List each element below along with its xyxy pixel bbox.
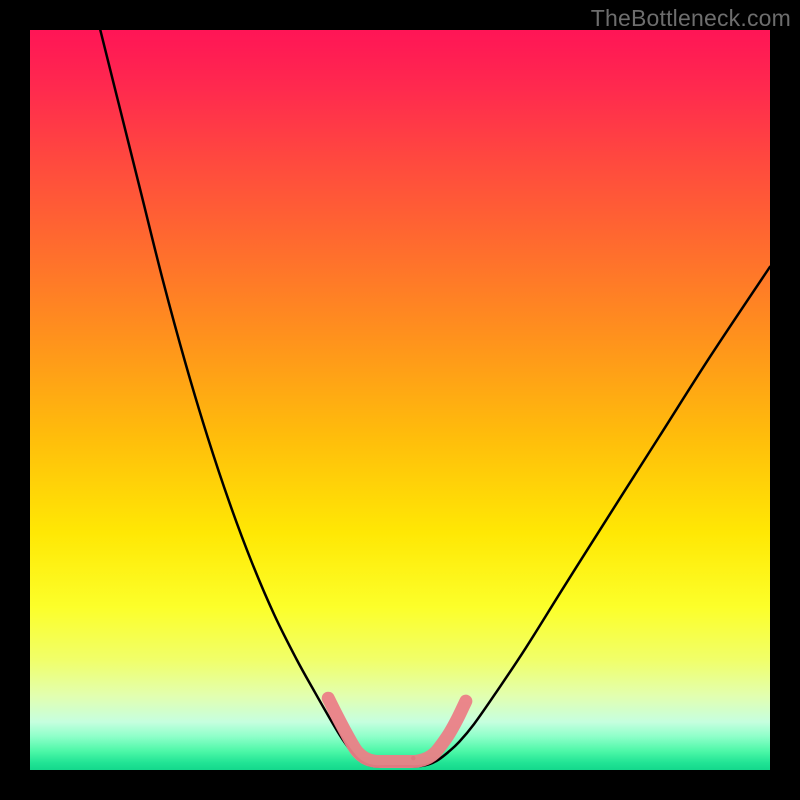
- chart-stage: TheBottleneck.com: [0, 0, 800, 800]
- plot-area: [30, 30, 770, 770]
- watermark-text: TheBottleneck.com: [591, 5, 791, 32]
- chart-svg: [30, 30, 770, 770]
